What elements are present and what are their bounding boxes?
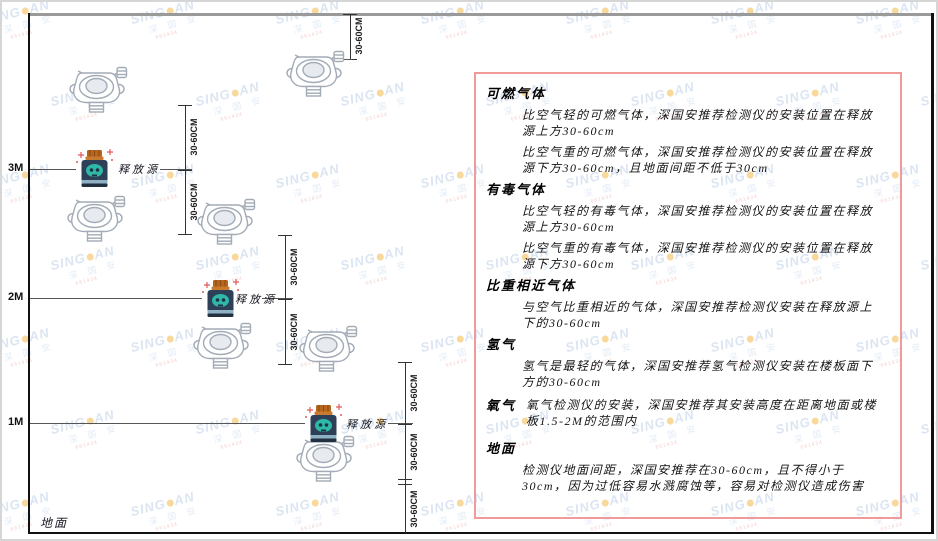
section-heading-oxygen: 氧气 (486, 398, 517, 413)
leader-2m (30, 298, 202, 299)
leader-1m-ext (388, 423, 413, 424)
dim-tick (278, 364, 292, 365)
right-wall-line (931, 13, 934, 534)
dim-label-ceiling: 30-60CM (354, 17, 364, 55)
release-source-icon (75, 148, 114, 188)
dim-label-1m-above: 30-60CM (409, 374, 419, 412)
dim-line-3m (185, 105, 186, 234)
section-heading-flammable: 可燃气体 (486, 86, 547, 101)
release-source-label: 释放源 (235, 294, 277, 306)
leader-3m-ext (160, 169, 192, 170)
level-label-1m: 1M (8, 416, 24, 428)
leader-3m (30, 169, 76, 170)
ceiling-line (29, 13, 932, 16)
section-paragraph: 氢气是最轻的气体，深国安推荐氢气检测仪安装在楼板面下方的30-60cm (522, 359, 874, 389)
level-label-2m: 2M (8, 291, 24, 303)
dim-tick (178, 234, 192, 235)
dim-tick (398, 362, 412, 363)
ground-label: 地面 (40, 516, 69, 530)
gas-detector-icon (69, 66, 128, 113)
section-paragraph: 与空气比重相近的气体，深国安推荐检测仪安装在释放源上下的30-60cm (522, 300, 874, 330)
gas-detector-icon (193, 322, 252, 369)
dim-tick (343, 14, 357, 15)
guideline-panel: 可燃气体 比空气轻的可燃气体，深国安推荐检测仪的安装位置在释放源上方30-60c… (474, 72, 902, 519)
gas-detector-icon (286, 50, 345, 97)
leader-1m (30, 423, 305, 424)
section-oxygen-row: 氧气 氧气检测仪的安装，深国安推荐其安装高度在距离地面或楼板1.5-2M的范围内 (486, 397, 886, 429)
leader-2m-ext (262, 298, 293, 299)
left-wall-line (28, 13, 30, 534)
section-paragraph: 检测仪地面间距，深国安推荐在30-60cm，且不得小于30cm，因为过低容易水溅… (522, 463, 865, 493)
level-label-3m: 3M (8, 162, 24, 174)
section-paragraph: 比空气重的可燃气体，深国安推荐检测仪的安装位置在释放源下方30-60cm，且地面… (522, 145, 874, 175)
gas-detector-icon (197, 198, 256, 245)
section-paragraph: 比空气重的有毒气体，深国安推荐检测仪的安装位置在释放源下方30-60cm (522, 241, 874, 271)
section-heading-similar-density: 比重相近气体 (486, 278, 577, 293)
dim-label-2m-above: 30-60CM (289, 248, 299, 286)
section-paragraph: 氧气检测仪的安装，深国安推荐其安装高度在距离地面或楼板1.5-2M的范围内 (526, 398, 878, 428)
section-heading-ground: 地面 (486, 441, 517, 456)
release-source-label: 释放源 (346, 419, 388, 431)
dim-line-1m (405, 362, 406, 533)
section-paragraph: 比空气轻的可燃气体，深国安推荐检测仪的安装位置在释放源上方30-60cm (522, 108, 874, 138)
section-paragraph: 比空气轻的有毒气体，深国安推荐检测仪的安装位置在释放源上方30-60cm (522, 204, 874, 234)
release-source-label: 释放源 (118, 164, 160, 176)
dim-tick (398, 479, 412, 480)
section-heading-hydrogen: 氢气 (486, 337, 517, 352)
dim-tick (178, 170, 192, 171)
dim-label-ground-clearance: 30-60CM (409, 490, 419, 528)
gas-detector-icon (299, 325, 358, 372)
dim-tick (398, 424, 412, 425)
ground-line (28, 532, 934, 534)
dim-label-3m-above: 30-60CM (189, 118, 199, 156)
release-source-icon (304, 403, 343, 443)
dim-tick (398, 484, 412, 485)
dim-tick (278, 299, 292, 300)
gas-detector-icon (67, 195, 126, 242)
dim-tick (178, 105, 192, 106)
dim-tick (278, 235, 292, 236)
dim-label-1m-below: 30-60CM (409, 433, 419, 471)
dim-line-ceiling (350, 14, 351, 59)
section-heading-toxic: 有毒气体 (486, 182, 547, 197)
